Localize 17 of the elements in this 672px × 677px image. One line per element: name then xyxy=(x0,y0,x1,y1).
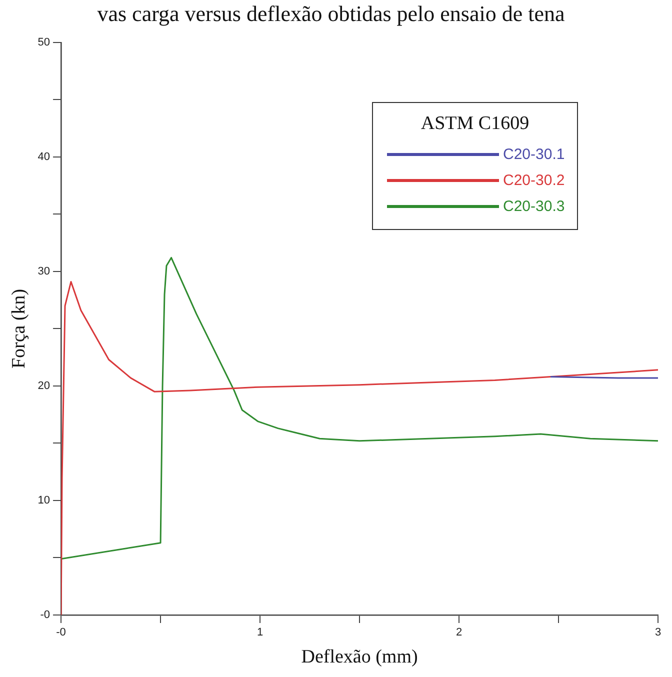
y-axis-title: Força (kn) xyxy=(8,288,30,369)
y-tick-label: 10 xyxy=(38,494,50,507)
y-tick-label: 50 xyxy=(38,36,50,48)
chart-title: vas carga versus deflexão obtidas pelo ensaio de tena xyxy=(97,0,565,26)
x-axis-title: Deflexão (mm) xyxy=(301,646,418,668)
x-tick-label: 3 xyxy=(654,626,662,639)
text: C20-30.3 xyxy=(503,198,565,215)
y-tick-label: 20 xyxy=(38,380,50,392)
y-tick-label: 30 xyxy=(38,265,50,278)
x-tick-label: -0 xyxy=(56,626,66,639)
text: C20-30.2 xyxy=(503,172,565,189)
x-tick-label: 1 xyxy=(256,626,264,639)
y-tick-label: 40 xyxy=(38,150,50,163)
legend-title: ASTM C1609 xyxy=(420,113,530,136)
text: C20-30.1 xyxy=(503,146,565,163)
y-tick-label: -0 xyxy=(40,609,50,622)
x-tick-label: 2 xyxy=(456,626,462,639)
